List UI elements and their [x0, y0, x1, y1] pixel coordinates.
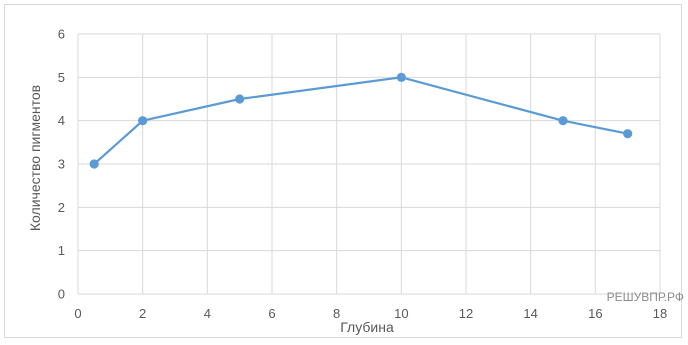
x-tick-label-2: 4 [204, 306, 211, 321]
x-tick-labels: 0 2 4 6 8 10 12 14 16 18 [74, 306, 667, 321]
x-tick-label-4: 8 [333, 306, 340, 321]
x-tick-label-9: 18 [653, 306, 667, 321]
x-tick-label-6: 12 [459, 306, 473, 321]
series-line-0 [93, 76, 628, 165]
y-tick-label-6: 6 [58, 27, 65, 42]
chart-frame [4, 4, 682, 338]
x-tick-label-1: 2 [139, 306, 146, 321]
y-tick-label-1: 1 [58, 243, 65, 258]
y-tick-label-4: 4 [58, 113, 65, 128]
data-point-3 [396, 72, 406, 82]
data-point-1 [138, 116, 148, 126]
grid-lines [77, 33, 661, 295]
x-tick-label-0: 0 [74, 306, 81, 321]
data-point-2 [235, 94, 245, 104]
y-tick-label-3: 3 [58, 157, 65, 172]
y-tick-label-2: 2 [58, 200, 65, 215]
x-tick-label-8: 16 [588, 306, 602, 321]
data-point-0 [89, 159, 99, 169]
x-tick-label-7: 14 [523, 306, 537, 321]
x-tick-label-3: 6 [268, 306, 275, 321]
y-tick-labels: 0 1 2 3 4 5 6 [58, 27, 65, 302]
y-axis-title: Количество пигментов [27, 85, 43, 231]
watermark-text: РЕШУВПР.РФ [607, 290, 684, 304]
data-point-4 [558, 116, 568, 126]
x-axis-title: Глубина [340, 319, 394, 335]
y-tick-label-0: 0 [58, 287, 65, 302]
data-point-5 [623, 129, 633, 139]
x-tick-label-5: 10 [394, 306, 408, 321]
y-tick-label-5: 5 [58, 70, 65, 85]
series-layer [89, 72, 633, 169]
